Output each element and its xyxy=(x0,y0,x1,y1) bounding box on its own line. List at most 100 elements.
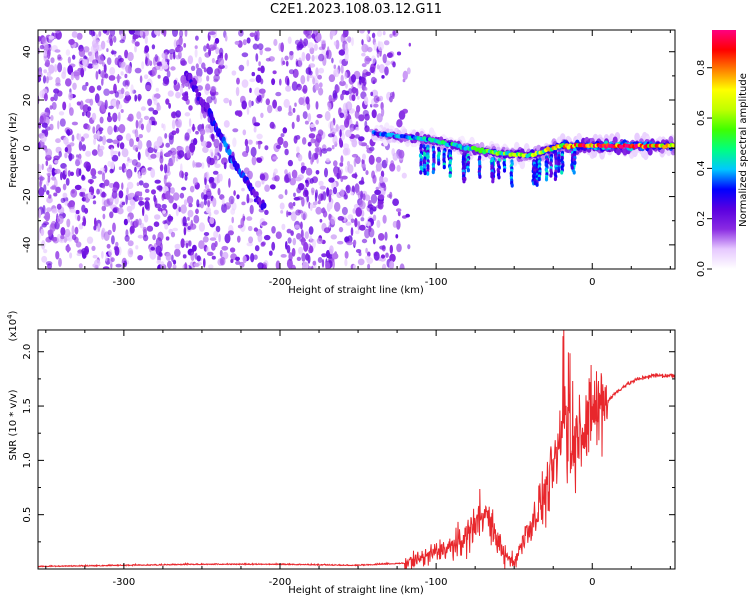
noise-blob xyxy=(152,234,156,241)
noise-blob xyxy=(254,245,260,252)
noise-blob xyxy=(254,30,258,41)
noise-blob xyxy=(104,99,108,110)
noise-blob xyxy=(144,45,150,53)
noise-blob xyxy=(203,194,208,201)
noise-blob xyxy=(306,33,312,39)
noise-blob xyxy=(277,136,284,146)
noise-blob xyxy=(94,217,97,227)
noise-blob xyxy=(78,168,82,176)
y-tick-label: 20 xyxy=(22,94,33,107)
noise-blob xyxy=(297,209,303,214)
noise-blob xyxy=(287,159,293,167)
noise-blob xyxy=(255,74,262,84)
noise-blob xyxy=(320,39,326,45)
noise-blob xyxy=(153,221,160,227)
noise-blob xyxy=(131,39,135,44)
noise-blob xyxy=(139,30,143,37)
noise-blob xyxy=(285,85,292,92)
noise-blob xyxy=(38,173,41,178)
noise-blob xyxy=(92,59,97,64)
noise-blob xyxy=(362,109,369,117)
noise-blob xyxy=(108,75,116,81)
noise-blob xyxy=(134,94,138,102)
noise-blob xyxy=(114,246,120,256)
noise-blob xyxy=(164,223,169,230)
noise-blob xyxy=(206,96,213,104)
noise-blob xyxy=(298,97,305,106)
noise-blob xyxy=(236,194,240,200)
noise-blob xyxy=(171,119,176,130)
spectrogram-x-axis-title: Height of straight line (km) xyxy=(288,285,424,296)
noise-blob xyxy=(97,170,103,175)
noise-blob xyxy=(376,30,383,37)
noise-blob xyxy=(380,182,386,188)
noise-blob xyxy=(62,66,67,75)
noise-blob xyxy=(385,157,389,164)
noise-blob xyxy=(194,48,198,58)
noise-blob xyxy=(328,193,332,203)
noise-blob xyxy=(356,190,362,196)
noise-blob xyxy=(272,156,279,160)
noise-blob xyxy=(345,83,348,89)
noise-blob xyxy=(101,172,106,182)
ridge-blob xyxy=(647,148,653,156)
noise-blob xyxy=(302,111,308,120)
noise-blob xyxy=(228,178,231,188)
noise-blob xyxy=(284,189,288,196)
noise-blob xyxy=(253,126,257,133)
noise-blob xyxy=(38,75,42,83)
noise-blob xyxy=(205,83,211,91)
noise-blob xyxy=(392,61,396,68)
noise-blob xyxy=(350,227,354,237)
noise-blob xyxy=(125,162,129,167)
noise-blob xyxy=(162,81,169,87)
noise-blob xyxy=(51,101,57,110)
noise-blob xyxy=(44,129,49,138)
noise-blob xyxy=(58,111,65,116)
noise-blob xyxy=(234,40,240,45)
spectrogram-frame xyxy=(37,29,676,270)
noise-blob xyxy=(67,56,71,64)
noise-blob xyxy=(112,207,118,213)
noise-blob xyxy=(287,36,292,44)
noise-blob xyxy=(85,150,92,157)
noise-blob xyxy=(309,47,315,55)
noise-blob xyxy=(285,60,289,67)
noise-blob xyxy=(231,216,234,224)
noise-blob xyxy=(350,218,355,224)
noise-blob xyxy=(330,216,336,225)
noise-blob xyxy=(41,223,47,228)
noise-blob xyxy=(305,253,310,261)
noise-blob xyxy=(172,192,180,201)
noise-blob xyxy=(337,240,344,245)
noise-blob xyxy=(68,153,75,160)
noise-blob xyxy=(202,146,209,153)
noise-blob xyxy=(319,218,323,223)
ridge-blob xyxy=(591,148,598,158)
noise-blob xyxy=(333,160,338,167)
noise-blob xyxy=(318,180,324,186)
noise-blob xyxy=(204,184,210,190)
noise-blob xyxy=(195,162,202,168)
noise-blob xyxy=(253,122,261,127)
noise-blob xyxy=(312,127,317,132)
noise-blob xyxy=(280,133,285,138)
noise-blob xyxy=(342,38,348,42)
noise-blob xyxy=(78,133,82,143)
noise-blob xyxy=(344,71,348,80)
noise-blob xyxy=(236,77,240,85)
noise-blob xyxy=(74,184,82,191)
noise-blob xyxy=(92,62,99,70)
noise-blob xyxy=(290,230,294,236)
noise-blob xyxy=(79,100,84,110)
noise-blob xyxy=(58,33,62,39)
noise-blob xyxy=(310,187,315,194)
noise-blob xyxy=(138,218,142,226)
noise-blob xyxy=(310,138,316,144)
noise-blob xyxy=(221,198,225,205)
noise-blob xyxy=(41,163,44,170)
noise-blob xyxy=(126,260,129,265)
noise-blob xyxy=(60,171,63,181)
noise-blob xyxy=(213,138,220,149)
noise-blob xyxy=(129,226,133,235)
